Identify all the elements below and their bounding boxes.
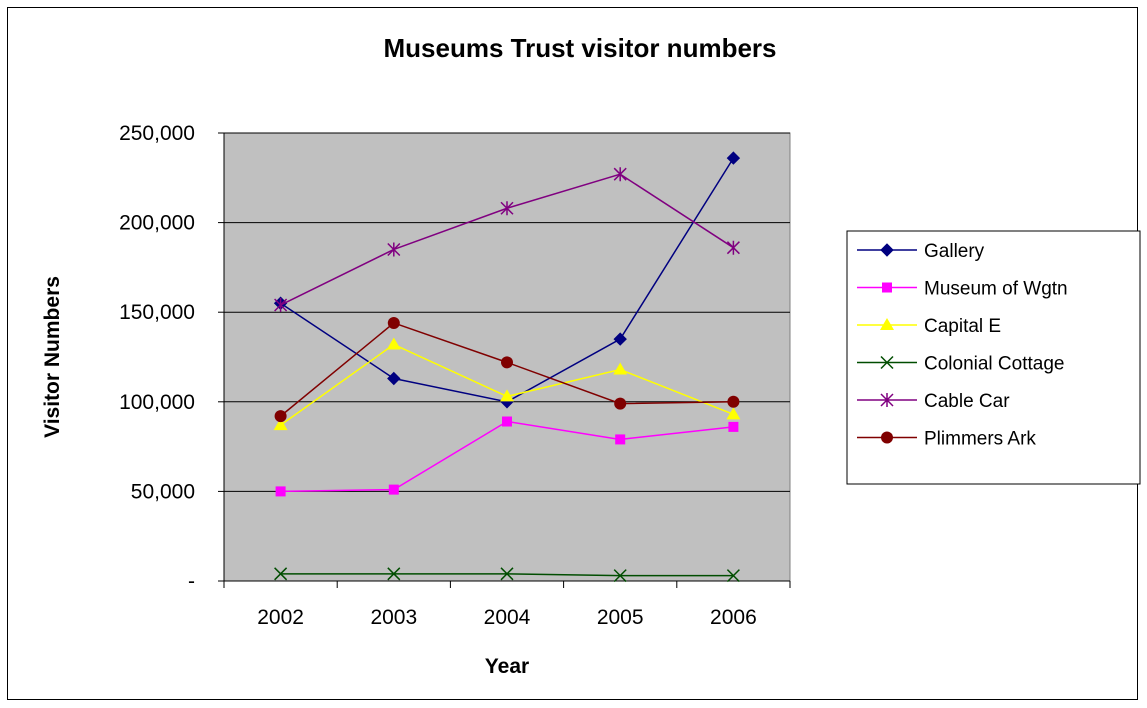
data-point — [274, 567, 288, 581]
y-tick-label: 250,000 — [119, 122, 195, 145]
legend-item: Gallery — [857, 241, 985, 262]
data-point — [501, 356, 513, 369]
data-point — [274, 410, 287, 423]
x-tick-label: 2003 — [370, 606, 417, 629]
data-point — [275, 486, 286, 497]
legend-marker — [880, 393, 894, 407]
data-point — [615, 434, 626, 445]
data-point — [388, 484, 399, 495]
y-tick-label: - — [188, 570, 195, 593]
legend: Gallery Museum of Wgtn Capital E Colonial C… — [846, 230, 1141, 485]
legend-label: Capital E — [924, 316, 1001, 337]
series-capital-e — [273, 337, 741, 431]
y-tick-label: 100,000 — [119, 391, 195, 414]
legend-marker — [880, 318, 894, 330]
data-point — [274, 298, 288, 313]
data-point — [502, 416, 512, 427]
legend-item: Capital E — [857, 316, 1001, 337]
legend-item: Cable Car — [857, 391, 1010, 412]
data-point — [273, 418, 288, 431]
y-tick-label: 200,000 — [119, 212, 195, 235]
x-tick-label: 2006 — [710, 606, 757, 629]
data-point — [500, 201, 514, 216]
y-axis-ticks: - 50,000 100,000 150,000 200,000 250,000 — [119, 122, 224, 593]
chart-title: Museums Trust visitor numbers — [384, 33, 777, 63]
data-point — [387, 316, 400, 329]
legend-marker — [882, 282, 892, 293]
x-tick-label: 2005 — [597, 606, 644, 629]
data-point — [726, 151, 741, 165]
series-museum-of-wgtn — [275, 416, 739, 497]
y-axis-title: Visitor Numbers — [41, 276, 64, 438]
x-axis-ticks: 2002 2003 2004 2005 2006 — [223, 581, 791, 629]
legend-item: Colonial Cottage — [857, 354, 1064, 375]
series-plimmers-ark — [274, 316, 740, 423]
legend-label: Plimmers Ark — [924, 429, 1036, 450]
legend-item: Plimmers Ark — [857, 429, 1036, 450]
y-tick-label: 150,000 — [119, 301, 195, 324]
data-point — [613, 362, 628, 375]
legend-marker — [881, 431, 893, 444]
data-point — [614, 397, 627, 410]
y-tick-label: 50,000 — [131, 480, 195, 503]
data-point — [613, 569, 627, 583]
legend-label: Gallery — [924, 241, 985, 262]
series-cable-car — [274, 167, 740, 313]
x-tick-label: 2002 — [257, 606, 304, 629]
legend-item: Museum of Wgtn — [857, 279, 1068, 300]
data-point — [500, 567, 514, 581]
data-point — [726, 407, 741, 420]
legend-label: Cable Car — [924, 391, 1010, 412]
data-point — [726, 240, 740, 255]
data-point — [387, 242, 401, 257]
legend-marker — [880, 355, 894, 370]
legend-marker — [880, 243, 894, 257]
legend-label: Museum of Wgtn — [924, 279, 1068, 300]
data-point — [386, 337, 401, 350]
series-colonial-cottage — [274, 567, 740, 583]
x-tick-label: 2004 — [484, 606, 531, 629]
data-point — [613, 167, 627, 182]
data-point — [613, 332, 627, 346]
series-layer — [273, 151, 741, 583]
data-point — [387, 567, 401, 581]
data-point — [728, 421, 739, 432]
data-point — [500, 389, 514, 402]
data-point — [387, 371, 401, 386]
data-point — [726, 569, 740, 583]
data-point — [727, 395, 740, 408]
axes — [223, 133, 790, 582]
x-axis-title: Year — [485, 655, 529, 678]
legend-box — [846, 230, 1141, 485]
legend-label: Colonial Cottage — [924, 354, 1064, 375]
